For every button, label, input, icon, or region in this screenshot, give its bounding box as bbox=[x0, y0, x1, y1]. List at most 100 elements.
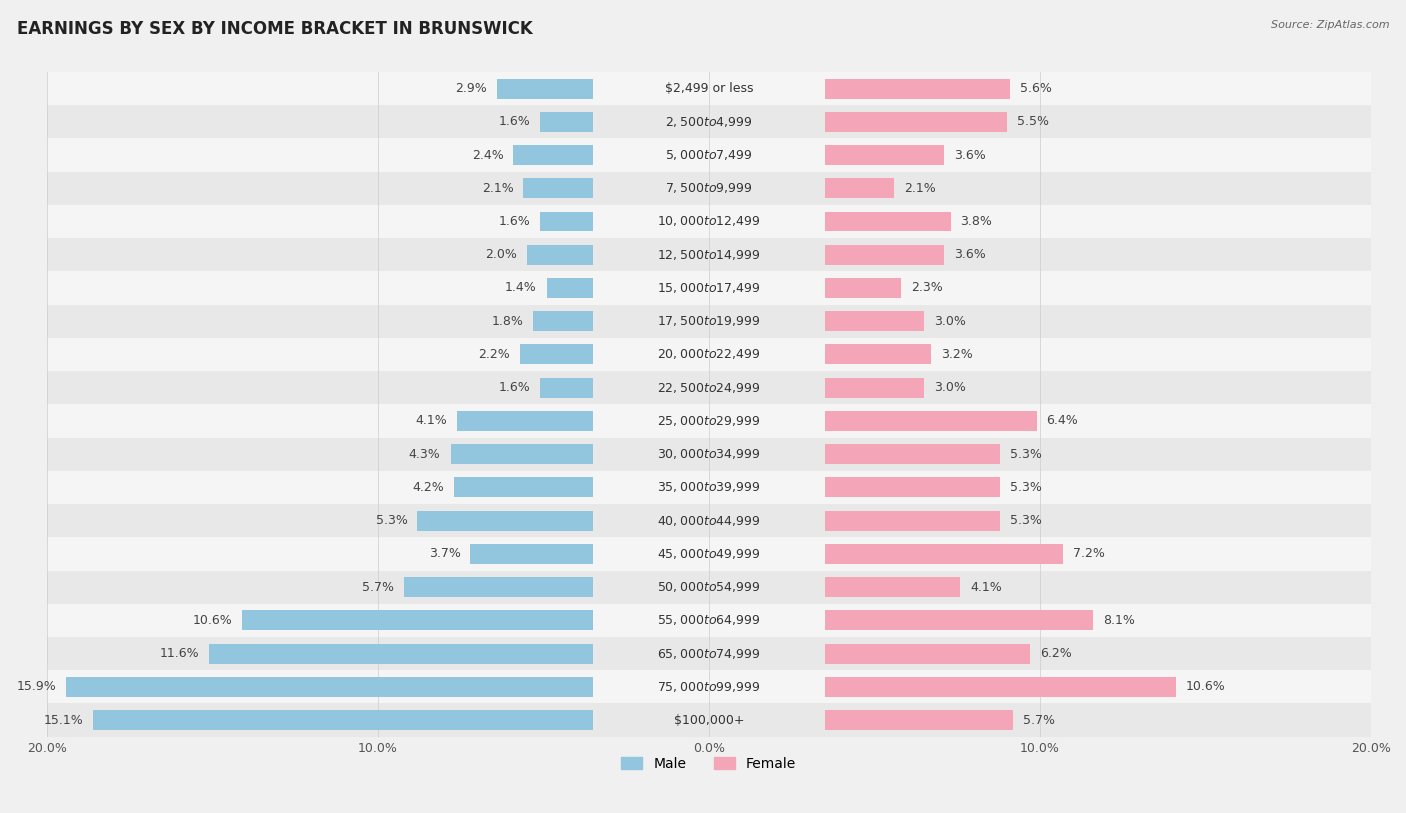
Text: 4.1%: 4.1% bbox=[416, 415, 447, 428]
Text: $100,000+: $100,000+ bbox=[673, 714, 744, 727]
Bar bbox=[457, 411, 593, 431]
Bar bbox=[533, 311, 593, 331]
Bar bbox=[209, 644, 593, 663]
Text: $45,000 to $49,999: $45,000 to $49,999 bbox=[657, 547, 761, 561]
Bar bbox=[46, 604, 1371, 637]
Text: 3.6%: 3.6% bbox=[953, 149, 986, 162]
Text: $22,500 to $24,999: $22,500 to $24,999 bbox=[657, 380, 761, 394]
Text: 5.7%: 5.7% bbox=[363, 580, 394, 593]
Bar bbox=[454, 477, 593, 498]
Text: 3.8%: 3.8% bbox=[960, 215, 993, 228]
Text: $20,000 to $22,499: $20,000 to $22,499 bbox=[657, 347, 761, 362]
Bar bbox=[242, 611, 593, 630]
Text: $55,000 to $64,999: $55,000 to $64,999 bbox=[657, 613, 761, 628]
Text: $50,000 to $54,999: $50,000 to $54,999 bbox=[657, 580, 761, 594]
Bar bbox=[46, 305, 1371, 338]
Bar bbox=[825, 511, 1000, 531]
Bar bbox=[450, 444, 593, 464]
Text: 5.3%: 5.3% bbox=[375, 514, 408, 527]
Text: 2.3%: 2.3% bbox=[911, 281, 942, 294]
Bar bbox=[825, 644, 1031, 663]
Bar bbox=[46, 338, 1371, 371]
Text: 1.6%: 1.6% bbox=[498, 215, 530, 228]
Bar bbox=[825, 311, 924, 331]
Bar bbox=[825, 710, 1014, 730]
Text: 5.5%: 5.5% bbox=[1017, 115, 1049, 128]
Bar bbox=[825, 245, 943, 265]
Text: 1.6%: 1.6% bbox=[498, 115, 530, 128]
Bar bbox=[825, 677, 1175, 697]
Bar bbox=[825, 411, 1036, 431]
Text: $35,000 to $39,999: $35,000 to $39,999 bbox=[657, 480, 761, 494]
Text: $17,500 to $19,999: $17,500 to $19,999 bbox=[657, 314, 761, 328]
Text: $15,000 to $17,499: $15,000 to $17,499 bbox=[657, 281, 761, 295]
Text: 11.6%: 11.6% bbox=[159, 647, 198, 660]
Bar bbox=[46, 571, 1371, 604]
Text: $40,000 to $44,999: $40,000 to $44,999 bbox=[657, 514, 761, 528]
Text: 8.1%: 8.1% bbox=[1102, 614, 1135, 627]
Text: 4.2%: 4.2% bbox=[412, 481, 444, 494]
Bar bbox=[46, 537, 1371, 571]
Bar bbox=[496, 79, 593, 98]
Bar bbox=[46, 703, 1371, 737]
Bar bbox=[46, 172, 1371, 205]
Bar bbox=[46, 404, 1371, 437]
Bar bbox=[520, 345, 593, 364]
Text: $30,000 to $34,999: $30,000 to $34,999 bbox=[657, 447, 761, 461]
Bar bbox=[825, 112, 1007, 132]
Bar bbox=[513, 145, 593, 165]
Text: 5.3%: 5.3% bbox=[1010, 448, 1042, 461]
Bar bbox=[825, 145, 943, 165]
Bar bbox=[540, 378, 593, 398]
Text: $12,500 to $14,999: $12,500 to $14,999 bbox=[657, 248, 761, 262]
Text: $2,500 to $4,999: $2,500 to $4,999 bbox=[665, 115, 752, 128]
Bar bbox=[825, 278, 901, 298]
Bar bbox=[547, 278, 593, 298]
Bar bbox=[540, 211, 593, 232]
Text: 10.6%: 10.6% bbox=[1185, 680, 1226, 693]
Text: 2.9%: 2.9% bbox=[456, 82, 486, 95]
Bar bbox=[825, 577, 960, 597]
Bar bbox=[93, 710, 593, 730]
Text: 1.6%: 1.6% bbox=[498, 381, 530, 394]
Bar bbox=[825, 544, 1063, 564]
Bar bbox=[46, 72, 1371, 105]
Bar bbox=[46, 637, 1371, 670]
Text: 5.7%: 5.7% bbox=[1024, 714, 1056, 727]
Text: 15.1%: 15.1% bbox=[44, 714, 83, 727]
Text: 15.9%: 15.9% bbox=[17, 680, 56, 693]
Text: $2,499 or less: $2,499 or less bbox=[665, 82, 754, 95]
Text: 1.8%: 1.8% bbox=[492, 315, 523, 328]
Text: 1.4%: 1.4% bbox=[505, 281, 537, 294]
Bar bbox=[46, 238, 1371, 272]
Text: 3.7%: 3.7% bbox=[429, 547, 461, 560]
Bar bbox=[46, 471, 1371, 504]
Bar bbox=[825, 444, 1000, 464]
Text: 4.1%: 4.1% bbox=[970, 580, 1002, 593]
Text: 2.1%: 2.1% bbox=[904, 182, 936, 195]
Bar bbox=[404, 577, 593, 597]
Bar bbox=[46, 105, 1371, 138]
Bar bbox=[540, 112, 593, 132]
Text: 5.6%: 5.6% bbox=[1021, 82, 1052, 95]
Text: 5.3%: 5.3% bbox=[1010, 514, 1042, 527]
Text: 3.0%: 3.0% bbox=[934, 381, 966, 394]
Text: 7.2%: 7.2% bbox=[1073, 547, 1105, 560]
Bar bbox=[46, 272, 1371, 305]
Text: 2.1%: 2.1% bbox=[482, 182, 513, 195]
Text: $25,000 to $29,999: $25,000 to $29,999 bbox=[657, 414, 761, 428]
Text: 3.0%: 3.0% bbox=[934, 315, 966, 328]
Text: 3.2%: 3.2% bbox=[941, 348, 973, 361]
Text: 6.2%: 6.2% bbox=[1040, 647, 1071, 660]
Text: $75,000 to $99,999: $75,000 to $99,999 bbox=[657, 680, 761, 693]
Bar bbox=[418, 511, 593, 531]
Text: 3.6%: 3.6% bbox=[953, 248, 986, 261]
Text: 10.6%: 10.6% bbox=[193, 614, 232, 627]
Bar bbox=[825, 211, 950, 232]
Text: Source: ZipAtlas.com: Source: ZipAtlas.com bbox=[1271, 20, 1389, 30]
Bar bbox=[825, 79, 1010, 98]
Text: 5.3%: 5.3% bbox=[1010, 481, 1042, 494]
Text: 4.3%: 4.3% bbox=[409, 448, 440, 461]
Text: $65,000 to $74,999: $65,000 to $74,999 bbox=[657, 646, 761, 661]
Text: 6.4%: 6.4% bbox=[1046, 415, 1078, 428]
